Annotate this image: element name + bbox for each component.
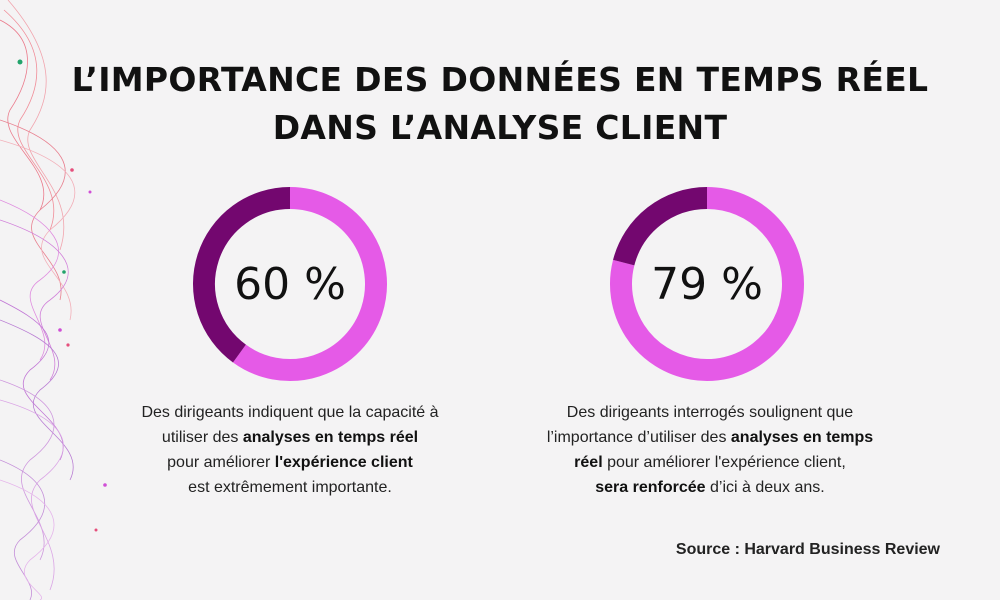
description-line: pour améliorer l'expérience client bbox=[100, 450, 480, 475]
description-text: Des dirigeants interrogés soulignent que bbox=[566, 404, 854, 421]
stat-description-1: Des dirigeants indiquent que la capacité… bbox=[100, 400, 480, 500]
title-line-2: DANS L’ANALYSE CLIENT bbox=[272, 108, 728, 147]
donut-chart-1: 60 % bbox=[190, 184, 390, 384]
description-text: l’importance d’utiliser des bbox=[546, 429, 731, 446]
description-text: d’ici à deux ans. bbox=[705, 479, 825, 496]
description-line: Des dirigeants indiquent que la capacité… bbox=[100, 400, 480, 425]
donut-segment-remainder bbox=[613, 187, 708, 266]
description-line: réel pour améliorer l'expérience client, bbox=[510, 450, 910, 475]
description-line: est extrêmement importante. bbox=[100, 475, 480, 500]
decorative-swirl-graphic bbox=[0, 0, 107, 600]
donut-chart-2: 79 % bbox=[607, 184, 807, 384]
donut-chart-2-percentage: 79 % bbox=[651, 258, 763, 310]
donut-chart-2-svg bbox=[610, 187, 804, 381]
description-text: Des dirigeants indiquent que la capacité… bbox=[141, 404, 439, 421]
donut-segment-remainder bbox=[193, 187, 291, 363]
donut-segment-value bbox=[610, 187, 804, 381]
description-line: sera renforcée d’ici à deux ans. bbox=[510, 475, 910, 500]
source-citation: Source : Harvard Business Review bbox=[675, 541, 940, 558]
description-bold-text: réel bbox=[574, 454, 603, 471]
description-line: Des dirigeants interrogés soulignent que bbox=[510, 400, 910, 425]
description-text: est extrêmement importante. bbox=[188, 479, 392, 496]
description-line: utiliser des analyses en temps réel bbox=[100, 425, 480, 450]
donut-chart-1-percentage: 60 % bbox=[234, 258, 346, 310]
title-line-1: L’IMPORTANCE DES DONNÉES EN TEMPS RÉEL bbox=[71, 60, 929, 99]
description-text: pour améliorer bbox=[167, 454, 275, 471]
description-line: l’importance d’utiliser des analyses en … bbox=[510, 425, 910, 450]
donut-chart-1-svg bbox=[193, 187, 387, 381]
stat-description-2: Des dirigeants interrogés soulignent que… bbox=[510, 400, 910, 500]
description-text: utiliser des bbox=[161, 429, 243, 446]
description-text: pour améliorer l'expérience client, bbox=[602, 454, 846, 471]
description-bold-text: analyses en temps bbox=[730, 429, 874, 446]
description-bold-text: analyses en temps réel bbox=[242, 429, 419, 446]
description-bold-text: sera renforcée bbox=[595, 479, 706, 496]
donut-segment-value bbox=[233, 187, 387, 381]
description-bold-text: l'expérience client bbox=[274, 454, 413, 471]
